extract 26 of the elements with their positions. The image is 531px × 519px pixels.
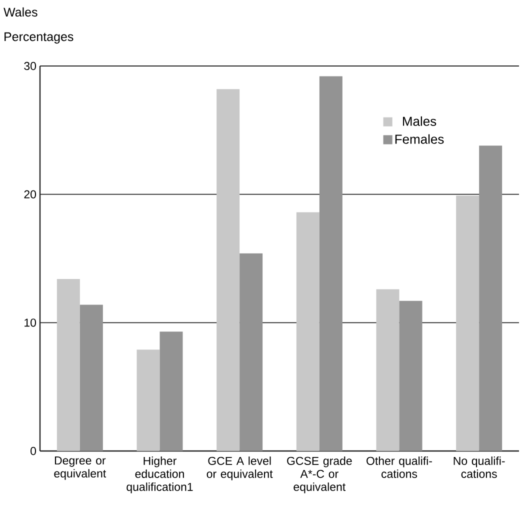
- x-tick-label: GCE A level or equivalent: [206, 456, 273, 480]
- bar: [479, 146, 502, 451]
- legend-label: Males: [402, 116, 436, 126]
- y-tick-label: 0: [30, 446, 36, 456]
- x-tick-label: Other qualifi-cations: [366, 456, 432, 478]
- chart-title: Wales: [4, 7, 38, 17]
- bar: [136, 350, 160, 451]
- legend-label: Females: [395, 134, 444, 144]
- bar: [319, 76, 342, 451]
- bar: [160, 332, 183, 451]
- y-tick-label: 20: [24, 190, 36, 198]
- bar: [240, 253, 263, 451]
- x-tick-label: Degree or equivalent: [54, 456, 106, 480]
- bar: [456, 196, 480, 451]
- bar: [399, 300, 422, 451]
- x-tick-label: No qualifi-cations: [454, 456, 505, 478]
- bar: [80, 304, 103, 451]
- y-tick-label: 30: [24, 62, 36, 70]
- bar: [376, 289, 400, 451]
- x-tick-label: Higher education qualification1: [126, 456, 193, 494]
- y-tick-label: 10: [24, 318, 36, 327]
- bar: [56, 279, 80, 451]
- x-tick-label: GCSE grade A*-C or equivalent: [287, 456, 352, 494]
- bar: [296, 212, 320, 451]
- y-axis-title: Percentages: [4, 32, 74, 44]
- bar: [216, 89, 240, 451]
